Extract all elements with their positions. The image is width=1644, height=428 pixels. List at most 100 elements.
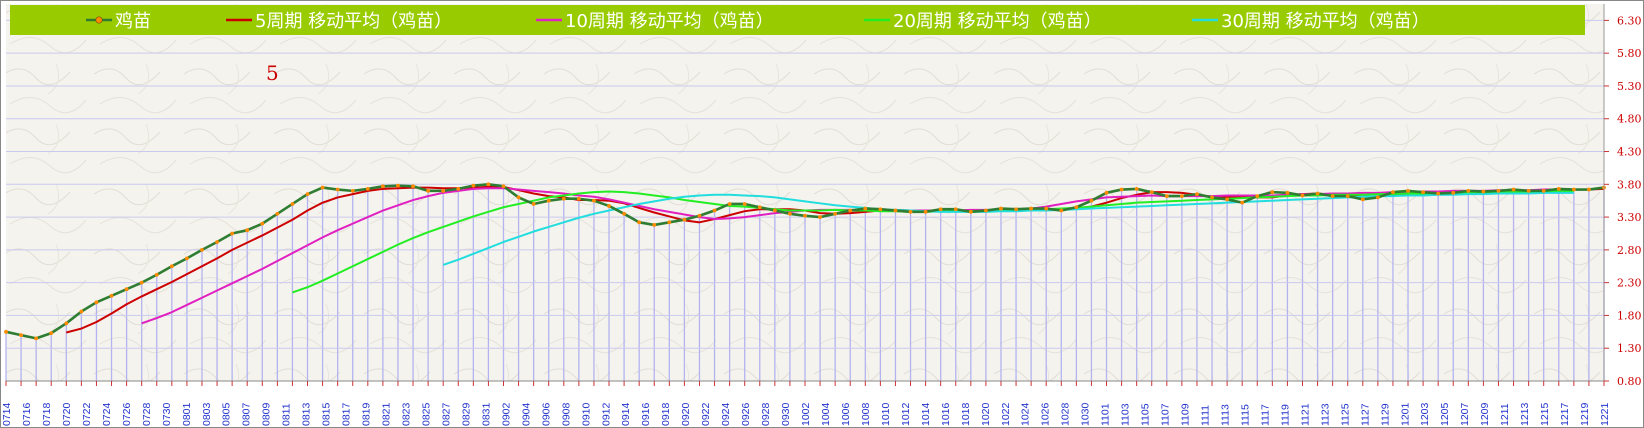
price-marker xyxy=(772,208,777,213)
legend-label: 30周期 移动平均（鸡苗） xyxy=(1221,11,1430,32)
price-marker xyxy=(607,204,611,208)
x-tick-label: 1010 xyxy=(880,402,892,426)
legend-label: 鸡苗 xyxy=(115,11,151,32)
price-marker xyxy=(1315,191,1320,196)
x-tick-label: 0908 xyxy=(560,402,572,426)
price-marker xyxy=(938,207,943,212)
x-tick-label: 1215 xyxy=(1539,402,1551,426)
price-marker xyxy=(94,300,99,305)
price-marker xyxy=(893,208,898,213)
x-tick-label: 0928 xyxy=(760,402,772,426)
x-tick-label: 1123 xyxy=(1319,403,1331,426)
price-marker xyxy=(788,211,792,216)
price-marker xyxy=(441,188,446,193)
x-tick-label: 1020 xyxy=(980,402,992,426)
x-tick-label: 1024 xyxy=(1020,402,1032,426)
x-tick-label: 1117 xyxy=(1259,404,1271,426)
x-tick-label: 1016 xyxy=(940,402,952,426)
y-tick-label: 4.30 xyxy=(1617,146,1642,159)
x-tick-label: 0801 xyxy=(181,402,193,426)
price-marker xyxy=(350,188,355,193)
price-marker xyxy=(622,211,626,216)
price-marker xyxy=(1074,205,1079,210)
price-marker xyxy=(848,208,853,213)
price-marker xyxy=(1541,188,1546,193)
x-tick-label: 0821 xyxy=(381,402,393,426)
price-marker xyxy=(1375,195,1380,200)
x-tick-label: 1203 xyxy=(1419,402,1431,426)
x-tick-label: 0904 xyxy=(520,402,532,426)
chart-annotation: 5 xyxy=(266,61,279,85)
y-tick-label: 1.80 xyxy=(1617,309,1642,322)
price-marker xyxy=(908,209,913,214)
x-tick-label: 0912 xyxy=(600,402,612,426)
price-marker xyxy=(245,228,250,233)
y-tick-label: 5.30 xyxy=(1617,80,1642,93)
x-tick-label: 0718 xyxy=(41,402,53,426)
price-marker xyxy=(833,211,838,216)
legend-label: 20周期 移动平均（鸡苗） xyxy=(893,11,1102,32)
price-marker xyxy=(531,202,536,206)
x-tick-label: 1107 xyxy=(1160,403,1172,426)
price-marker xyxy=(260,221,265,226)
x-tick-label: 1006 xyxy=(840,402,852,426)
x-tick-label: 1026 xyxy=(1040,402,1052,426)
price-marker xyxy=(320,185,325,190)
x-tick-label: 0730 xyxy=(161,402,173,426)
x-tick-label: 1201 xyxy=(1399,402,1411,426)
price-marker xyxy=(1571,187,1576,192)
price-marker xyxy=(1089,198,1094,203)
x-tick-label: 0811 xyxy=(281,403,293,426)
x-tick-label: 1103 xyxy=(1120,403,1132,426)
price-marker xyxy=(1164,194,1169,199)
price-marker xyxy=(878,207,883,212)
x-axis: 0714 0716 0718 0720 0722 0724 0726 0728 0730 0801… xyxy=(1,380,1611,426)
x-tick-label: 0827 xyxy=(440,402,452,426)
price-marker xyxy=(1345,194,1350,199)
x-tick-label: 1217 xyxy=(1559,402,1571,426)
y-tick-label: 1.30 xyxy=(1617,342,1642,355)
x-tick-label: 0726 xyxy=(121,402,133,426)
y-tick-label: 0.80 xyxy=(1617,375,1642,388)
price-marker xyxy=(1300,193,1305,198)
x-tick-label: 0914 xyxy=(620,402,632,426)
price-marker xyxy=(124,287,129,292)
y-tick-label: 6.30 xyxy=(1617,14,1642,27)
legend-marker xyxy=(95,16,103,24)
price-marker xyxy=(561,196,566,201)
y-tick-label: 4.80 xyxy=(1617,113,1642,126)
price-marker xyxy=(1391,190,1395,195)
price-marker xyxy=(1406,188,1410,193)
x-tick-label: 0728 xyxy=(141,402,153,426)
price-marker xyxy=(682,217,687,222)
y-tick-label: 3.30 xyxy=(1617,211,1642,224)
x-tick-label: 0805 xyxy=(221,402,233,426)
x-tick-label: 1030 xyxy=(1080,402,1092,426)
legend-label: 10周期 移动平均（鸡苗） xyxy=(565,11,774,32)
x-tick-label: 1002 xyxy=(800,402,812,426)
price-marker xyxy=(546,198,551,203)
price-marker xyxy=(486,182,491,187)
x-tick-label: 1022 xyxy=(1000,402,1012,426)
x-tick-label: 0829 xyxy=(460,402,472,426)
price-marker xyxy=(1285,190,1290,195)
price-marker xyxy=(1451,190,1456,195)
x-tick-label: 1121 xyxy=(1299,403,1311,426)
x-tick-label: 1105 xyxy=(1140,403,1152,426)
price-marker xyxy=(1104,190,1109,195)
price-marker xyxy=(109,293,114,298)
y-tick-label: 2.80 xyxy=(1617,244,1642,257)
price-marker xyxy=(34,336,39,341)
price-marker xyxy=(79,309,84,314)
price-marker xyxy=(139,280,144,285)
price-marker xyxy=(1059,208,1064,213)
price-marker xyxy=(1481,189,1486,194)
x-tick-label: 1209 xyxy=(1479,402,1491,426)
x-tick-label: 1004 xyxy=(820,402,832,426)
y-tick-label: 2.30 xyxy=(1617,277,1642,290)
x-tick-label: 0817 xyxy=(341,402,353,426)
x-tick-label: 1219 xyxy=(1579,402,1591,426)
x-tick-label: 0720 xyxy=(61,402,73,426)
x-tick-label: 0815 xyxy=(321,402,333,426)
x-tick-label: 0809 xyxy=(261,402,273,426)
